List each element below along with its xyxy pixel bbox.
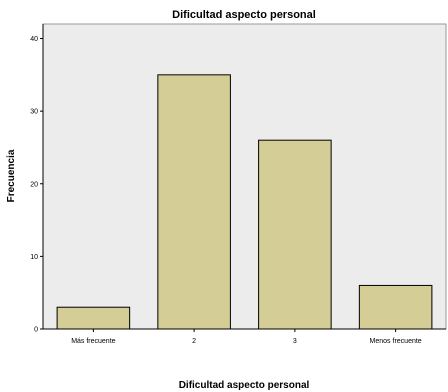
- chart-title: Dificultad aspecto personal: [172, 9, 316, 21]
- y-tick-label: 10: [30, 254, 38, 261]
- x-tick-label: 2: [192, 338, 196, 345]
- x-tick-label: 3: [293, 338, 297, 345]
- bar: [56, 306, 131, 330]
- y-axis-label: Frecuencia: [6, 149, 17, 202]
- y-tick-label: 20: [30, 181, 38, 188]
- y-axis-ticks: 0 10 20 30 40: [30, 36, 43, 334]
- y-tick-label: 30: [30, 109, 38, 116]
- bar: [157, 74, 231, 330]
- x-tick-label: Menos frecuente: [370, 338, 422, 345]
- y-tick-label: 40: [30, 36, 38, 43]
- bar: [258, 139, 332, 330]
- y-tick-label: 0: [34, 327, 38, 334]
- x-axis-label: Dificultad aspecto personal: [179, 380, 310, 391]
- x-tick-label: Más frecuente: [71, 338, 115, 345]
- bar: [358, 284, 433, 330]
- x-axis-ticks: Más frecuente 2 3 Menos frecuente: [71, 329, 422, 345]
- plot-area: [42, 23, 447, 330]
